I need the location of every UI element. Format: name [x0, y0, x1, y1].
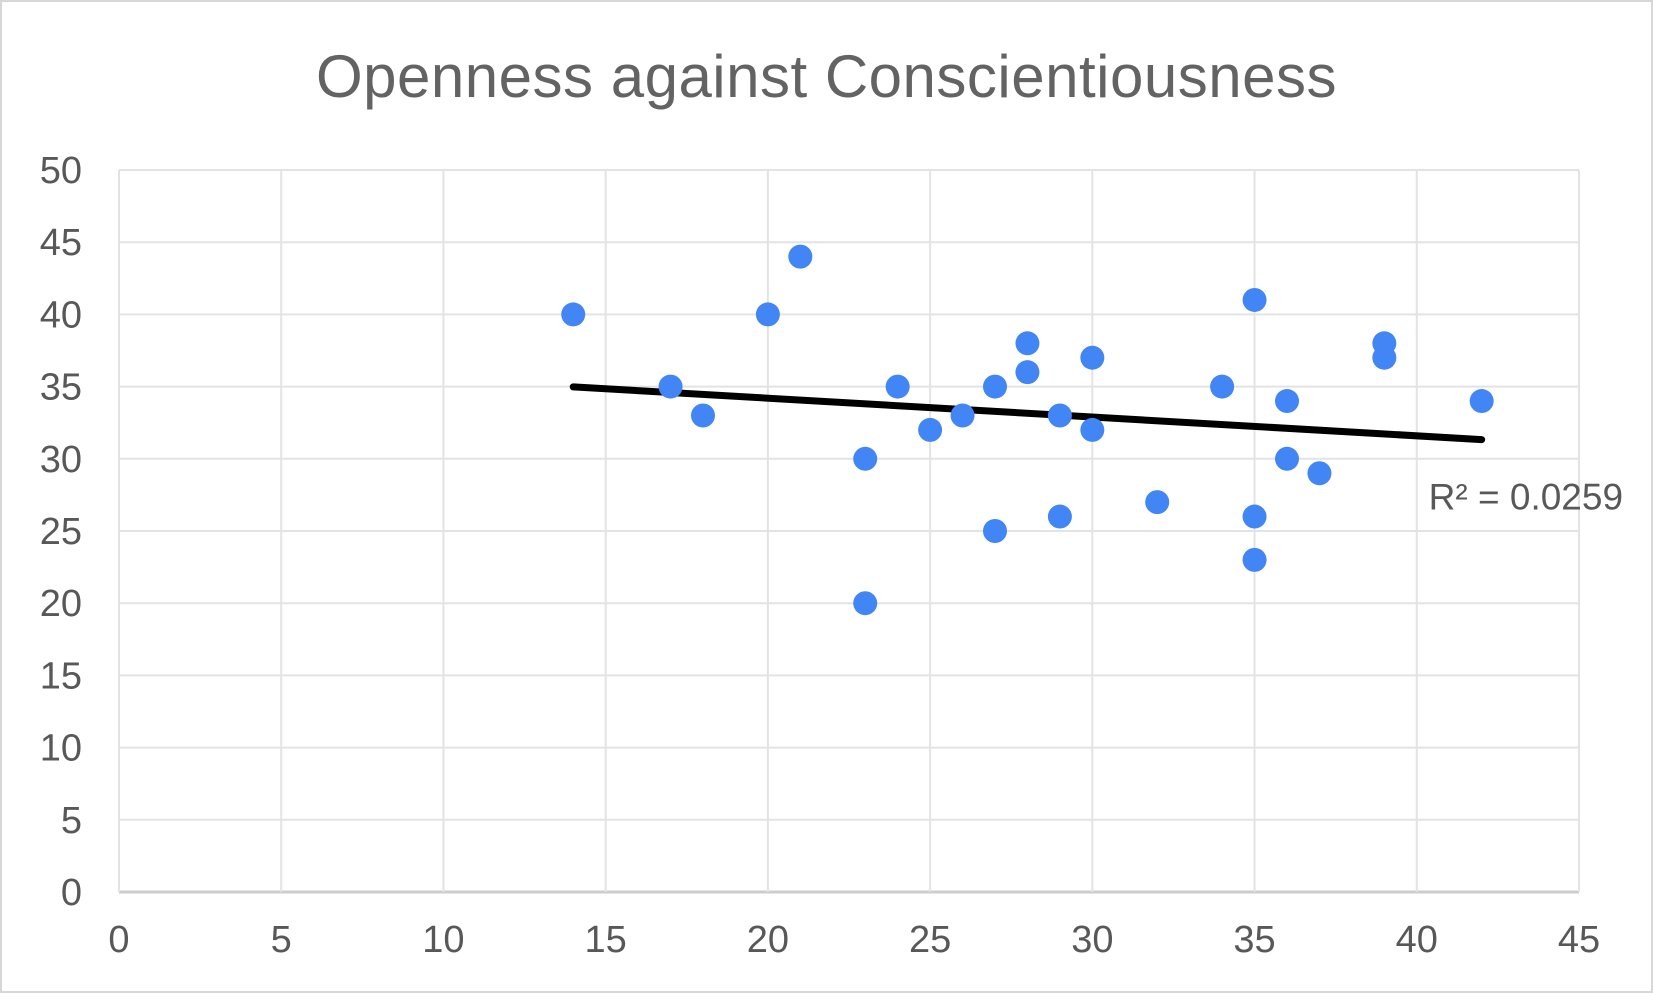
data-point[interactable] — [983, 374, 1007, 399]
data-point[interactable] — [1469, 389, 1494, 414]
data-point[interactable] — [1242, 547, 1267, 572]
x-tick-label: 35 — [1233, 919, 1275, 961]
data-point[interactable] — [885, 374, 910, 399]
data-point[interactable] — [1275, 389, 1299, 414]
data-point[interactable] — [918, 417, 943, 442]
data-point[interactable] — [1047, 403, 1072, 428]
data-point[interactable] — [691, 403, 715, 428]
data-point[interactable] — [1372, 345, 1397, 370]
data-point[interactable] — [788, 244, 813, 269]
y-tick-label: 5 — [61, 800, 82, 842]
data-point[interactable] — [983, 519, 1007, 543]
x-tick-label: 30 — [1071, 919, 1113, 961]
y-tick-label: 35 — [40, 367, 82, 409]
data-point[interactable] — [1275, 446, 1299, 471]
y-tick-label: 20 — [40, 583, 82, 625]
y-tick-label: 50 — [40, 150, 82, 192]
data-point[interactable] — [561, 302, 586, 327]
chart-title: Openness against Conscientiousness — [316, 43, 1337, 110]
data-point[interactable] — [853, 446, 878, 471]
data-point[interactable] — [658, 374, 683, 399]
x-tick-label: 15 — [585, 919, 627, 961]
data-point[interactable] — [1242, 287, 1267, 312]
data-point[interactable] — [1145, 490, 1170, 515]
y-tick-label: 25 — [40, 511, 82, 553]
y-tick-label: 45 — [40, 222, 82, 264]
x-tick-label: 20 — [747, 919, 789, 961]
y-tick-label: 0 — [61, 872, 82, 914]
data-point[interactable] — [755, 302, 780, 327]
data-point[interactable] — [1080, 417, 1105, 442]
data-point[interactable] — [1210, 374, 1235, 399]
data-point[interactable] — [1015, 331, 1040, 356]
data-point[interactable] — [1047, 504, 1072, 529]
r-squared-label: R² = 0.0259 — [1429, 477, 1623, 518]
x-tick-label: 10 — [422, 919, 464, 961]
y-tick-label: 30 — [40, 439, 82, 481]
trendline — [569, 383, 1486, 444]
data-point[interactable] — [1015, 360, 1040, 385]
x-tick-label: 0 — [108, 919, 129, 961]
data-point[interactable] — [1307, 461, 1332, 486]
data-point[interactable] — [1242, 504, 1267, 529]
x-tick-label: 5 — [271, 919, 292, 961]
x-tick-label: 40 — [1396, 919, 1438, 961]
data-point[interactable] — [853, 591, 878, 616]
data-point[interactable] — [1080, 345, 1105, 370]
y-tick-label: 40 — [40, 294, 82, 336]
x-tick-label: 25 — [909, 919, 951, 961]
y-tick-label: 15 — [40, 655, 82, 697]
data-point[interactable] — [950, 403, 975, 428]
x-tick-label: 45 — [1558, 919, 1600, 961]
y-tick-label: 10 — [40, 728, 82, 770]
